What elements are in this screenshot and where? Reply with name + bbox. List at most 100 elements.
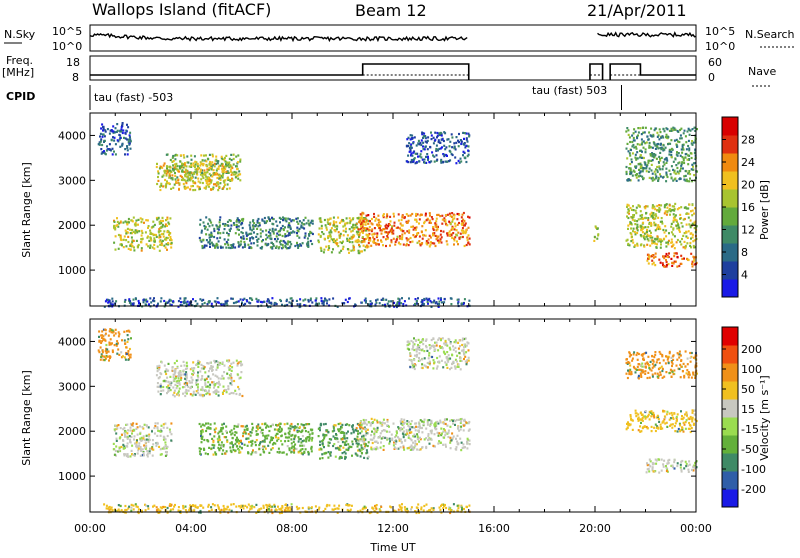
echo-cell: [100, 127, 102, 129]
echo-cell: [656, 158, 658, 160]
echo-cell: [332, 248, 334, 250]
echo-cell: [400, 223, 402, 225]
echo-cell: [353, 249, 355, 251]
nave-label: Nave: [748, 65, 776, 78]
echo-cell: [258, 299, 260, 301]
echo-cell: [125, 232, 127, 234]
echo-cell: [137, 224, 139, 226]
echo-cell: [202, 394, 204, 396]
echo-cell: [157, 176, 159, 178]
echo-cell: [120, 351, 122, 353]
echo-cell: [442, 431, 444, 433]
echo-cell: [175, 163, 177, 165]
echo-cell: [181, 179, 183, 181]
echo-cell: [257, 424, 259, 426]
echo-cell: [626, 206, 628, 208]
echo-cell: [230, 220, 232, 222]
echo-cell: [678, 207, 680, 209]
echo-cell: [421, 231, 423, 233]
echo-cell: [225, 247, 227, 249]
echo-cell: [174, 384, 176, 386]
echo-cell: [336, 225, 338, 227]
echo-cell: [229, 187, 231, 189]
echo-cell: [122, 132, 124, 134]
echo-cell: [628, 167, 630, 169]
echo-cell: [276, 233, 278, 235]
echo-cell: [373, 238, 375, 240]
echo-cell: [343, 230, 345, 232]
echo-cell: [403, 217, 405, 219]
echo-cell: [417, 242, 419, 244]
echo-cell: [217, 382, 219, 384]
echo-cell: [358, 252, 360, 254]
echo-cell: [651, 242, 653, 244]
echo-cell: [130, 455, 132, 457]
echo-cell: [133, 299, 135, 301]
echo-cell: [627, 143, 629, 145]
echo-cell: [145, 445, 147, 447]
echo-cell: [428, 238, 430, 240]
echo-cell: [682, 167, 684, 169]
echo-cell: [159, 189, 161, 191]
echo-cell: [333, 220, 335, 222]
echo-cell: [641, 143, 643, 145]
echo-cell: [652, 177, 654, 179]
echo-cell: [681, 258, 683, 260]
echo-cell: [237, 364, 239, 366]
echo-cell: [221, 168, 223, 170]
echo-cell: [134, 435, 136, 437]
echo-cell: [638, 163, 640, 165]
echo-cell: [268, 426, 270, 428]
echo-cell: [249, 237, 251, 239]
echo-cell: [235, 232, 237, 234]
echo-cell: [670, 226, 672, 228]
echo-cell: [142, 448, 144, 450]
echo-cell: [675, 164, 677, 166]
echo-cell: [464, 157, 466, 159]
echo-cell: [361, 447, 363, 449]
echo-cell: [369, 229, 371, 231]
echo-cell: [127, 228, 129, 230]
echo-cell: [428, 433, 430, 435]
echo-cell: [319, 441, 321, 443]
echo-cell: [468, 234, 470, 236]
echo-cell: [162, 389, 164, 391]
echo-cell: [123, 246, 125, 248]
echo-cell: [655, 224, 657, 226]
echo-cell: [371, 418, 373, 420]
echo-cell: [377, 239, 379, 241]
echo-cell: [217, 447, 219, 449]
echo-cell: [164, 179, 166, 181]
echo-cell: [459, 238, 461, 240]
echo-cell: [224, 243, 226, 245]
echo-cell: [130, 337, 132, 339]
echo-cell: [401, 418, 403, 420]
echo-cell: [118, 424, 120, 426]
echo-cell: [446, 232, 448, 234]
echo-cell: [359, 234, 361, 236]
echo-cell: [297, 431, 299, 433]
echo-cell: [370, 300, 372, 302]
echo-cell: [156, 163, 158, 165]
echo-cell: [694, 127, 696, 129]
echo-cell: [663, 149, 665, 151]
echo-cell: [119, 130, 121, 132]
echo-cell: [361, 424, 363, 426]
echo-cell: [296, 232, 298, 234]
echo-cell: [352, 217, 354, 219]
echo-cell: [644, 217, 646, 219]
echo-cell: [207, 241, 209, 243]
echo-cell: [437, 443, 439, 445]
echo-cell: [166, 231, 168, 233]
echo-cell: [210, 222, 212, 224]
echo-cell: [435, 226, 437, 228]
echo-cell: [150, 239, 152, 241]
echo-cell: [457, 232, 459, 234]
echo-cell: [334, 229, 336, 231]
echo-cell: [214, 422, 216, 424]
echo-cell: [644, 161, 646, 163]
echo-cell: [257, 425, 259, 427]
echo-cell: [663, 161, 665, 163]
echo-cell: [445, 221, 447, 223]
echo-cell: [213, 360, 215, 362]
